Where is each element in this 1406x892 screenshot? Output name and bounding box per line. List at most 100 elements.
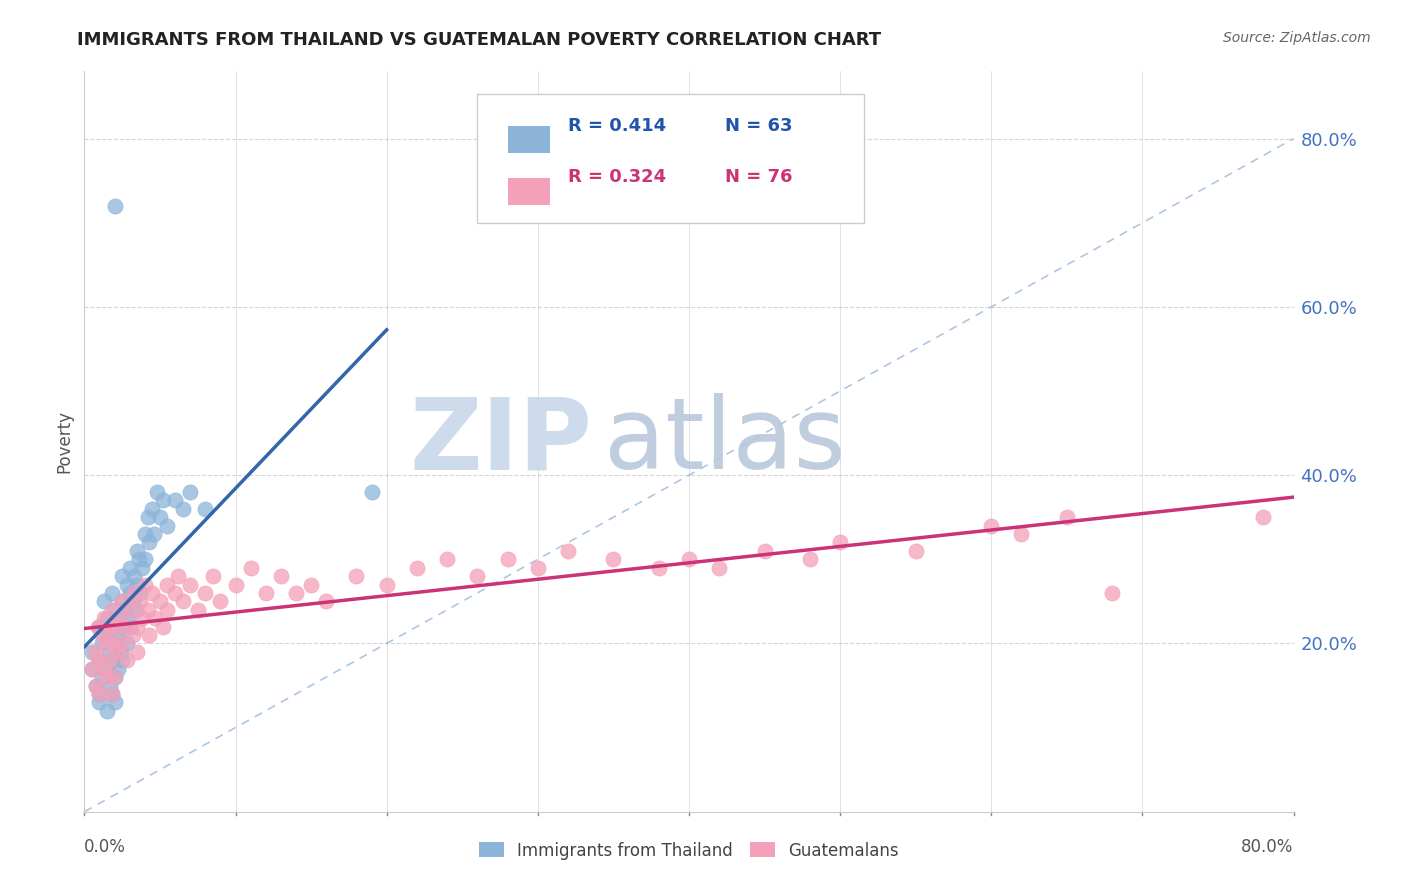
Point (138, 628, 160, 642)
Point (96, 704, 118, 718)
Point (114, 619, 136, 633)
Point (86, 679, 108, 693)
Point (225, 577, 247, 591)
Point (375, 577, 398, 591)
Point (84, 645, 107, 659)
Point (107, 645, 129, 659)
Point (89, 619, 111, 633)
Point (146, 485, 169, 500)
Point (315, 594, 337, 608)
Point (1253, 510, 1275, 524)
Point (152, 619, 174, 633)
Point (129, 586, 152, 600)
Point (165, 493, 187, 508)
Point (91, 670, 114, 684)
Point (108, 611, 131, 625)
Point (122, 569, 145, 583)
Point (131, 611, 153, 625)
Point (167, 569, 190, 583)
Point (115, 653, 138, 667)
Point (125, 603, 148, 617)
Point (709, 560, 731, 574)
Text: ZIP: ZIP (409, 393, 592, 490)
Point (127, 577, 149, 591)
Point (527, 560, 550, 574)
Point (104, 695, 127, 709)
Point (145, 611, 167, 625)
Point (100, 619, 122, 633)
Point (96, 670, 118, 684)
Point (100, 687, 122, 701)
Point (97, 619, 120, 633)
Point (80, 645, 103, 659)
Point (91, 636, 114, 650)
FancyBboxPatch shape (478, 94, 865, 223)
Point (602, 552, 624, 566)
Point (179, 485, 201, 500)
Point (129, 594, 152, 608)
Point (104, 670, 127, 684)
Point (86, 679, 108, 693)
Point (209, 594, 232, 608)
Point (107, 662, 129, 676)
Point (111, 653, 134, 667)
Point (89, 653, 111, 667)
Point (270, 569, 292, 583)
Point (96, 628, 118, 642)
Point (127, 619, 149, 633)
Point (115, 577, 138, 591)
Point (127, 645, 149, 659)
Point (118, 603, 141, 617)
Point (406, 560, 429, 574)
Point (172, 594, 194, 608)
Point (87, 619, 110, 633)
Point (904, 544, 927, 558)
Bar (508, 126, 550, 153)
Point (104, 670, 127, 684)
Point (165, 586, 187, 600)
Text: N = 63: N = 63 (725, 117, 793, 135)
Point (134, 552, 156, 566)
Point (496, 552, 519, 566)
Text: 80.0%: 80.0% (1241, 838, 1294, 856)
Point (100, 653, 122, 667)
Point (114, 603, 136, 617)
Point (239, 560, 262, 574)
Legend: Immigrants from Thailand, Guatemalans: Immigrants from Thailand, Guatemalans (472, 835, 905, 866)
Point (121, 628, 143, 642)
Y-axis label: Poverty: Poverty (55, 410, 73, 473)
Point (980, 518, 1002, 533)
Point (131, 560, 153, 574)
Point (111, 619, 134, 633)
Point (98, 679, 121, 693)
Point (436, 552, 458, 566)
Text: Source: ZipAtlas.com: Source: ZipAtlas.com (1223, 31, 1371, 45)
Point (254, 586, 277, 600)
Point (156, 603, 179, 617)
Point (96, 636, 118, 650)
Point (110, 645, 132, 659)
Point (138, 535, 160, 549)
Point (111, 594, 134, 608)
Point (118, 619, 141, 633)
Point (149, 510, 172, 524)
Point (134, 577, 156, 591)
Point (100, 687, 122, 701)
Point (285, 586, 308, 600)
Point (122, 586, 145, 600)
Point (111, 636, 134, 650)
Point (136, 510, 159, 524)
Point (100, 586, 122, 600)
Point (201, 569, 224, 583)
Point (93, 611, 115, 625)
Point (128, 552, 150, 566)
Point (557, 544, 579, 558)
Text: R = 0.324: R = 0.324 (568, 169, 666, 186)
Point (830, 535, 852, 549)
Point (142, 527, 165, 541)
Point (172, 501, 194, 516)
Point (89, 687, 111, 701)
Point (115, 636, 138, 650)
Point (156, 518, 179, 533)
Point (156, 577, 179, 591)
